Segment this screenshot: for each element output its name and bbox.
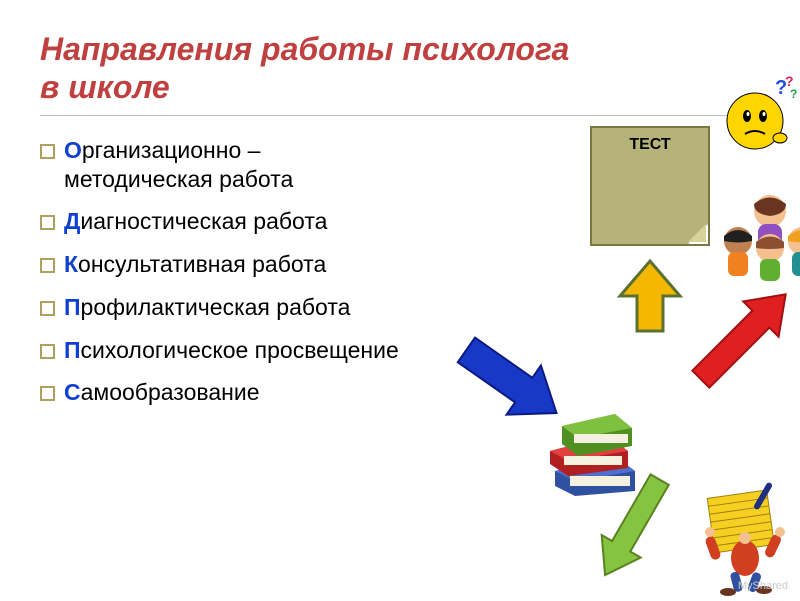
thinking-smiley-icon: ? ? ? bbox=[720, 76, 790, 146]
bullet-rest: сихологическое просвещение bbox=[81, 337, 399, 363]
first-letter: К bbox=[64, 251, 78, 277]
bullet-list: Организационно – методическая работа Диа… bbox=[40, 136, 400, 421]
title-line-2: в школе bbox=[40, 69, 170, 105]
first-letter: П bbox=[64, 294, 81, 320]
bullet-rest: рофилактическая работа bbox=[81, 294, 351, 320]
bullet-rest: иагностическая работа bbox=[80, 208, 327, 234]
graphics-area: ? ? ? ТЕСТ bbox=[420, 76, 800, 596]
list-item: Консультативная работа bbox=[40, 250, 400, 279]
svg-text:?: ? bbox=[790, 87, 797, 101]
children-group-icon bbox=[710, 186, 800, 276]
list-item: Психологическое просвещение bbox=[40, 336, 400, 365]
test-label: ТЕСТ bbox=[592, 128, 708, 154]
first-letter: О bbox=[64, 137, 82, 163]
list-item: Самообразование bbox=[40, 378, 400, 407]
watermark: MyShared bbox=[738, 580, 788, 592]
first-letter: С bbox=[64, 379, 81, 405]
test-note: ТЕСТ bbox=[590, 126, 710, 246]
list-item: Профилактическая работа bbox=[40, 293, 400, 322]
first-letter: П bbox=[64, 337, 81, 363]
list-item: Организационно – методическая работа bbox=[40, 136, 400, 194]
slide: Направления работы психолога в школе Орг… bbox=[0, 0, 800, 600]
bullet-rest: онсультативная работа bbox=[78, 251, 326, 277]
list-item: Диагностическая работа bbox=[40, 207, 400, 236]
bullet-rest: рганизационно – методическая работа bbox=[64, 137, 293, 192]
first-letter: Д bbox=[64, 208, 80, 234]
bullet-rest: амообразование bbox=[81, 379, 260, 405]
arrow-red-icon bbox=[676, 269, 800, 407]
arrow-yellow-icon bbox=[615, 256, 685, 341]
content-area: Организационно – методическая работа Диа… bbox=[40, 136, 760, 421]
carrying-papers-icon bbox=[690, 476, 790, 586]
title-line-1: Направления работы психолога bbox=[40, 31, 569, 67]
